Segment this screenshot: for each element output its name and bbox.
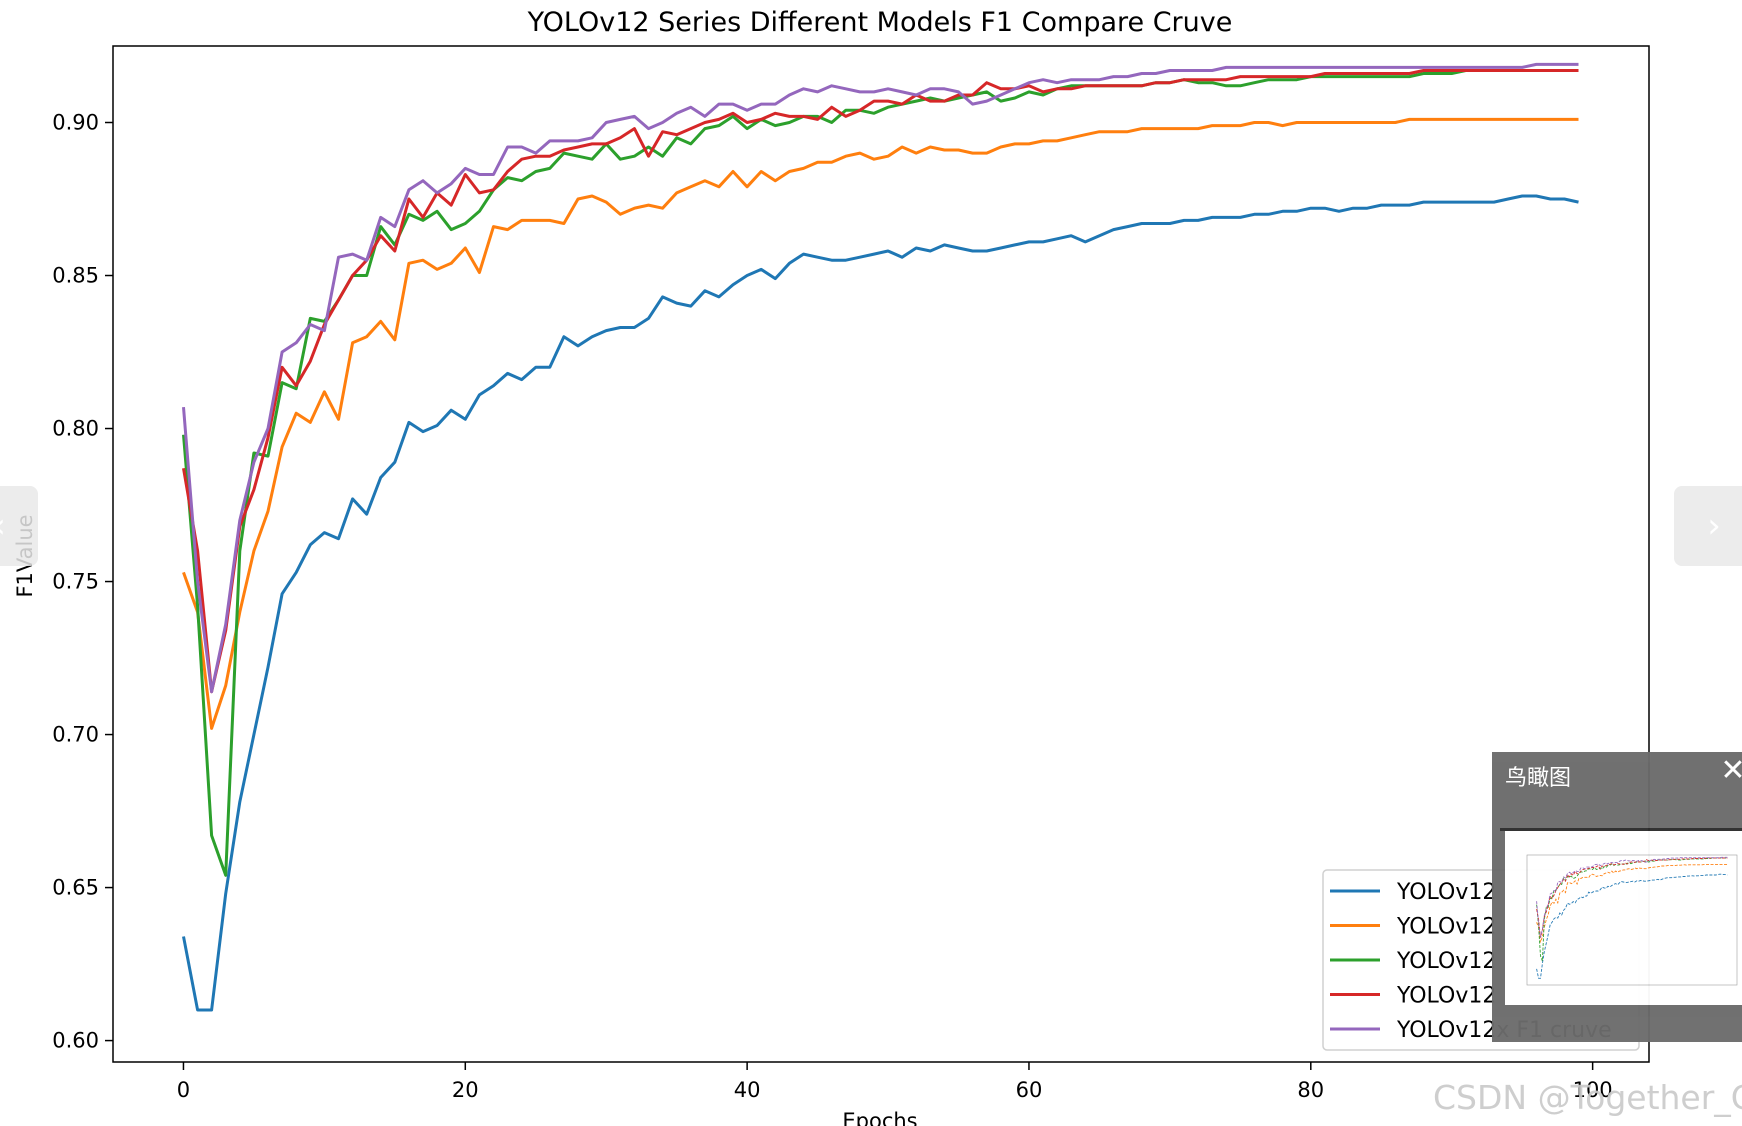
y-tick-label: 0.70 [52, 723, 99, 747]
birdseye-thumbnail[interactable] [1505, 831, 1742, 1005]
x-tick-label: 60 [1016, 1078, 1043, 1102]
x-axis: 0 20 40 60 80 100 [177, 1062, 1613, 1102]
thumb-frame [1526, 854, 1738, 986]
x-tick-label: 20 [452, 1078, 479, 1102]
thumb-series-line-5 [1536, 856, 1728, 938]
birdseye-viewport-frame [1500, 828, 1742, 831]
birdseye-thumbnail-chart [1526, 854, 1738, 986]
series-layer [182, 62, 1579, 1012]
prev-image-button[interactable]: ‹ [0, 486, 38, 566]
legend-label: YOLOv12 [1396, 915, 1496, 940]
thumb-series-line-4 [1536, 857, 1728, 938]
legend-label: YOLOv12 [1396, 880, 1496, 905]
next-image-button[interactable]: › [1674, 486, 1742, 566]
y-tick-label: 0.85 [52, 264, 99, 288]
y-tick-label: 0.75 [52, 570, 99, 594]
series-line-3 [182, 69, 1579, 877]
chart-title: YOLOv12 Series Different Models F1 Compa… [527, 7, 1233, 38]
birdseye-panel: 鸟瞰图 ✕ [1492, 752, 1742, 1042]
birdseye-close-button[interactable]: ✕ [1716, 754, 1742, 788]
plot-area-frame [112, 45, 1650, 1063]
close-icon: ✕ [1720, 753, 1742, 788]
thumb-series-line-2 [1536, 863, 1728, 943]
birdseye-title: 鸟瞰图 [1505, 766, 1572, 791]
thumb-series-line-1 [1536, 873, 1728, 979]
series-line-4 [182, 69, 1579, 694]
series-line-2 [182, 117, 1579, 730]
thumb-series-line-3 [1536, 857, 1728, 962]
y-tick-label: 0.90 [52, 111, 99, 135]
chevron-left-icon: ‹ [0, 506, 6, 546]
y-axis: 0.60 0.65 0.70 0.75 0.80 0.85 0.90 [52, 111, 113, 1053]
y-tick-label: 0.80 [52, 417, 99, 441]
x-axis-label: Epochs [842, 1109, 917, 1126]
legend-label: YOLOv12 [1396, 984, 1496, 1009]
x-tick-label: 100 [1573, 1078, 1613, 1102]
legend-label: YOLOv12 [1396, 949, 1496, 974]
x-tick-label: 0 [177, 1078, 190, 1102]
x-tick-label: 80 [1297, 1078, 1324, 1102]
y-tick-label: 0.65 [52, 876, 99, 900]
chevron-right-icon: › [1707, 506, 1721, 546]
y-tick-label: 0.60 [52, 1029, 99, 1053]
series-line-1 [182, 194, 1579, 1012]
watermark: CSDN @Together_CZ [1433, 1078, 1742, 1117]
x-tick-label: 40 [734, 1078, 761, 1102]
series-line-5 [182, 62, 1579, 694]
